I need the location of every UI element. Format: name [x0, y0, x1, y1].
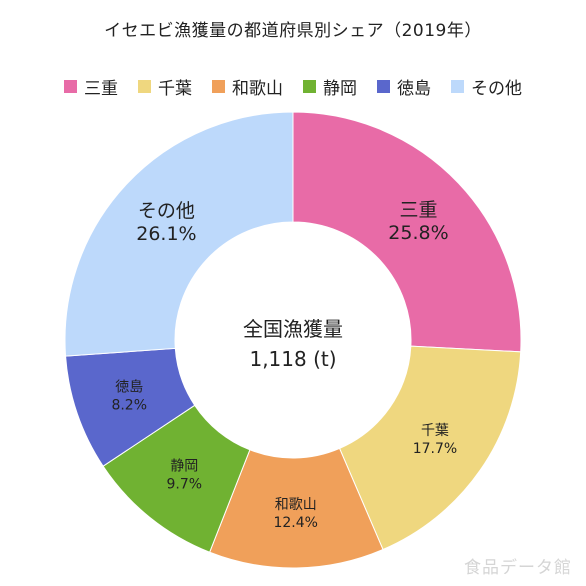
legend-swatch	[64, 80, 77, 93]
legend-label: その他	[471, 79, 522, 99]
slice-value-label: 17.7%	[413, 441, 457, 457]
slice-name-label: 徳島	[115, 380, 143, 396]
legend-swatch	[212, 80, 225, 93]
legend-swatch	[451, 80, 464, 93]
legend-label: 三重	[84, 79, 118, 99]
legend-label: 徳島	[397, 79, 431, 99]
slice-name-label: 静岡	[170, 459, 198, 475]
slice-value-label: 26.1%	[136, 223, 196, 245]
legend-item: 千葉	[138, 74, 192, 99]
legend-item: 三重	[64, 74, 118, 99]
center-title: 全国漁獲量	[243, 317, 343, 341]
center-value: 1,118 (t)	[249, 347, 336, 371]
slice-value-label: 9.7%	[167, 477, 203, 493]
legend-item: 静岡	[303, 74, 357, 99]
legend-item: その他	[451, 74, 522, 99]
legend-item: 和歌山	[212, 74, 283, 99]
slice-value-label: 12.4%	[273, 515, 317, 531]
chart-title: イセエビ漁獲量の都道府県別シェア（2019年）	[104, 21, 482, 41]
donut-slice	[292, 111, 522, 353]
slice-name-label: 和歌山	[275, 497, 317, 513]
donut-slice	[64, 111, 294, 357]
watermark: 食品データ館	[464, 558, 572, 578]
legend-label: 千葉	[158, 79, 192, 99]
legend-swatch	[138, 80, 151, 93]
slice-value-label: 8.2%	[111, 398, 147, 414]
legend-swatch	[377, 80, 390, 93]
slice-name-label: 三重	[399, 199, 437, 221]
legend-item: 徳島	[377, 74, 431, 99]
legend-swatch	[303, 80, 316, 93]
legend-label: 静岡	[323, 79, 357, 99]
legend-label: 和歌山	[232, 79, 283, 99]
donut-slice	[338, 345, 522, 551]
slice-name-label: その他	[138, 200, 195, 222]
slice-value-label: 25.8%	[388, 222, 448, 244]
slice-name-label: 千葉	[421, 423, 449, 439]
legend: 三重 千葉 和歌山 静岡 徳島 その他	[0, 74, 586, 99]
